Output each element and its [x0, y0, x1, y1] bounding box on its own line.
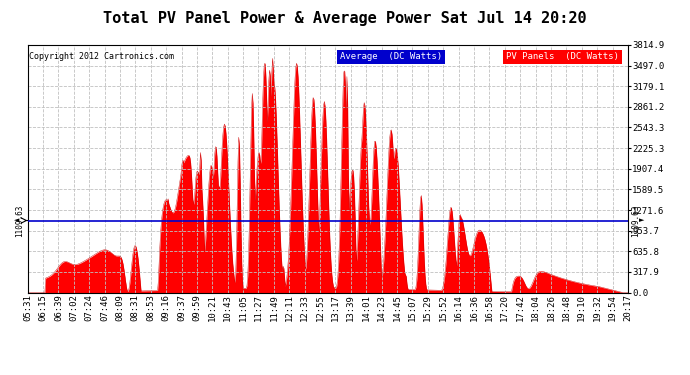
Text: PV Panels  (DC Watts): PV Panels (DC Watts) — [506, 53, 619, 62]
Text: Average  (DC Watts): Average (DC Watts) — [339, 53, 442, 62]
Text: ►: ► — [639, 217, 644, 223]
Text: Copyright 2012 Cartronics.com: Copyright 2012 Cartronics.com — [29, 53, 174, 62]
Text: Total PV Panel Power & Average Power Sat Jul 14 20:20: Total PV Panel Power & Average Power Sat… — [104, 11, 586, 26]
Text: 1109.63: 1109.63 — [16, 204, 25, 237]
Text: 1109.63: 1109.63 — [631, 204, 640, 237]
Text: ◄: ◄ — [14, 217, 20, 223]
